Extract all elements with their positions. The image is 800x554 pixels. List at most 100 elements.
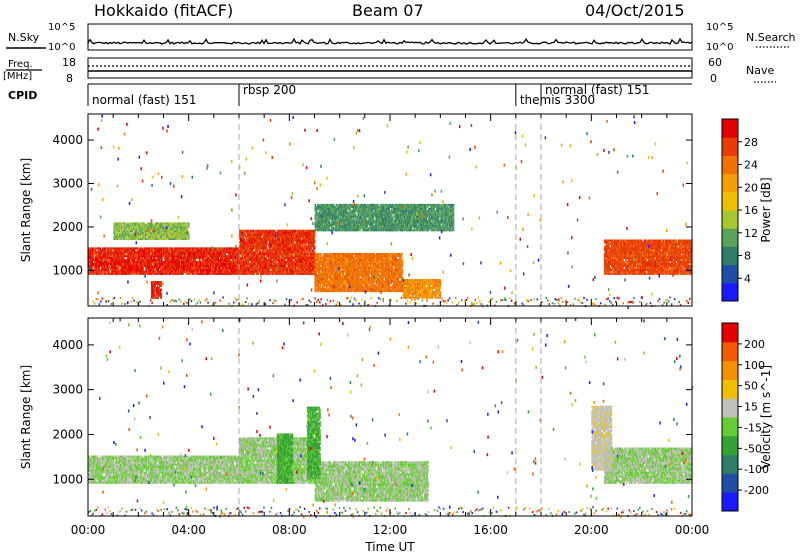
scatter-cell xyxy=(204,251,206,253)
scatter-cell xyxy=(241,259,243,261)
scatter-cell xyxy=(169,249,171,251)
scatter-cell xyxy=(102,257,104,259)
scatter-cell xyxy=(310,267,312,269)
scatter-cell xyxy=(157,273,159,275)
scatter-cell xyxy=(200,261,202,263)
freq-label: Freq. xyxy=(8,59,33,70)
scatter-cell xyxy=(196,267,198,269)
scatter-cell xyxy=(303,230,305,232)
scatter-cell xyxy=(253,265,255,267)
scatter-cell xyxy=(138,259,140,261)
scatter-cell xyxy=(179,259,181,261)
scatter-cell xyxy=(98,249,100,251)
scatter-cell xyxy=(320,286,322,288)
cpid-segment-label: normal (fast) 151 xyxy=(92,93,196,107)
scatter-cell xyxy=(181,271,183,273)
scatter-cell xyxy=(344,265,346,267)
scatter-cell xyxy=(323,286,325,288)
scatter-cell xyxy=(203,257,205,259)
scatter-cell xyxy=(265,265,267,267)
scatter-cell xyxy=(152,273,154,275)
nsky-panel xyxy=(88,24,692,50)
scatter-cell xyxy=(90,249,92,251)
scatter-cell xyxy=(254,247,256,249)
scatter-cell xyxy=(199,259,201,261)
scatter-cell xyxy=(282,273,284,275)
scatter-cell xyxy=(301,271,303,273)
scatter-cell xyxy=(111,249,113,251)
scatter-cell xyxy=(255,263,257,265)
scatter-cell xyxy=(228,269,230,271)
scatter-cell xyxy=(340,255,342,257)
scatter-cell xyxy=(139,251,141,253)
scatter-cell xyxy=(327,275,329,277)
scatter-cell xyxy=(243,238,245,240)
nave-tick-top: 60 xyxy=(708,56,722,69)
scatter-cell xyxy=(181,259,183,261)
scatter-cell xyxy=(283,271,285,273)
scatter-cell xyxy=(254,242,256,244)
scatter-cell xyxy=(92,251,94,253)
scatter-cell xyxy=(248,243,250,245)
scatter-cell xyxy=(101,251,103,253)
scatter-cell xyxy=(253,230,255,232)
scatter-cell xyxy=(210,273,212,275)
scatter-cell xyxy=(163,247,165,249)
scatter-cell xyxy=(294,234,296,236)
scatter-cell xyxy=(200,271,202,273)
scatter-cell xyxy=(241,230,243,232)
scatter-cell xyxy=(179,263,181,265)
scatter-cell xyxy=(112,257,114,259)
scatter-cell xyxy=(319,265,321,267)
scatter-cell xyxy=(118,267,120,269)
scatter-cell xyxy=(159,261,161,263)
scatter-cell xyxy=(151,269,153,271)
scatter-cell xyxy=(96,263,98,265)
scatter-cell xyxy=(314,242,316,244)
scatter-cell xyxy=(205,257,207,259)
scatter-cell xyxy=(198,271,200,273)
scatter-cell xyxy=(276,257,278,259)
scatter-cell xyxy=(318,257,320,259)
scatter-cell xyxy=(129,263,131,265)
scatter-cell xyxy=(163,255,165,257)
scatter-cell xyxy=(234,251,236,253)
scatter-cell xyxy=(325,261,327,263)
scatter-cell xyxy=(302,236,304,238)
scatter-cell xyxy=(289,263,291,265)
scatter-cell xyxy=(209,257,211,259)
scatter-cell xyxy=(195,259,197,261)
scatter-cell xyxy=(253,243,255,245)
scatter-cell xyxy=(174,253,176,255)
scatter-cell xyxy=(129,255,131,257)
scatter-cell xyxy=(241,238,243,240)
scatter-cell xyxy=(121,249,123,251)
scatter-cell xyxy=(151,253,153,255)
scatter-cell xyxy=(193,271,195,273)
scatter-cell xyxy=(182,273,184,275)
scatter-cell xyxy=(134,273,136,275)
scatter-cell xyxy=(99,269,101,271)
scatter-cell xyxy=(179,261,181,263)
scatter-cell xyxy=(367,290,369,292)
scatter-cell xyxy=(361,284,363,286)
scatter-cell xyxy=(226,265,228,267)
scatter-cell xyxy=(105,271,107,273)
scatter-cell xyxy=(217,249,219,251)
scatter-cell xyxy=(193,249,195,251)
scatter-cell xyxy=(149,259,151,261)
scatter-cell xyxy=(339,275,341,277)
scatter-cell xyxy=(126,271,128,273)
scatter-cell xyxy=(293,242,295,244)
scatter-cell xyxy=(343,280,345,282)
scatter-cell xyxy=(288,245,290,247)
scatter-cell xyxy=(246,257,248,259)
scatter-cell xyxy=(315,282,317,284)
scatter-cell xyxy=(207,249,209,251)
scatter-cell xyxy=(330,263,332,265)
scatter-cell xyxy=(352,277,354,279)
scatter-cell xyxy=(315,290,317,292)
scatter-cell xyxy=(319,271,321,273)
scatter-cell xyxy=(114,265,116,267)
